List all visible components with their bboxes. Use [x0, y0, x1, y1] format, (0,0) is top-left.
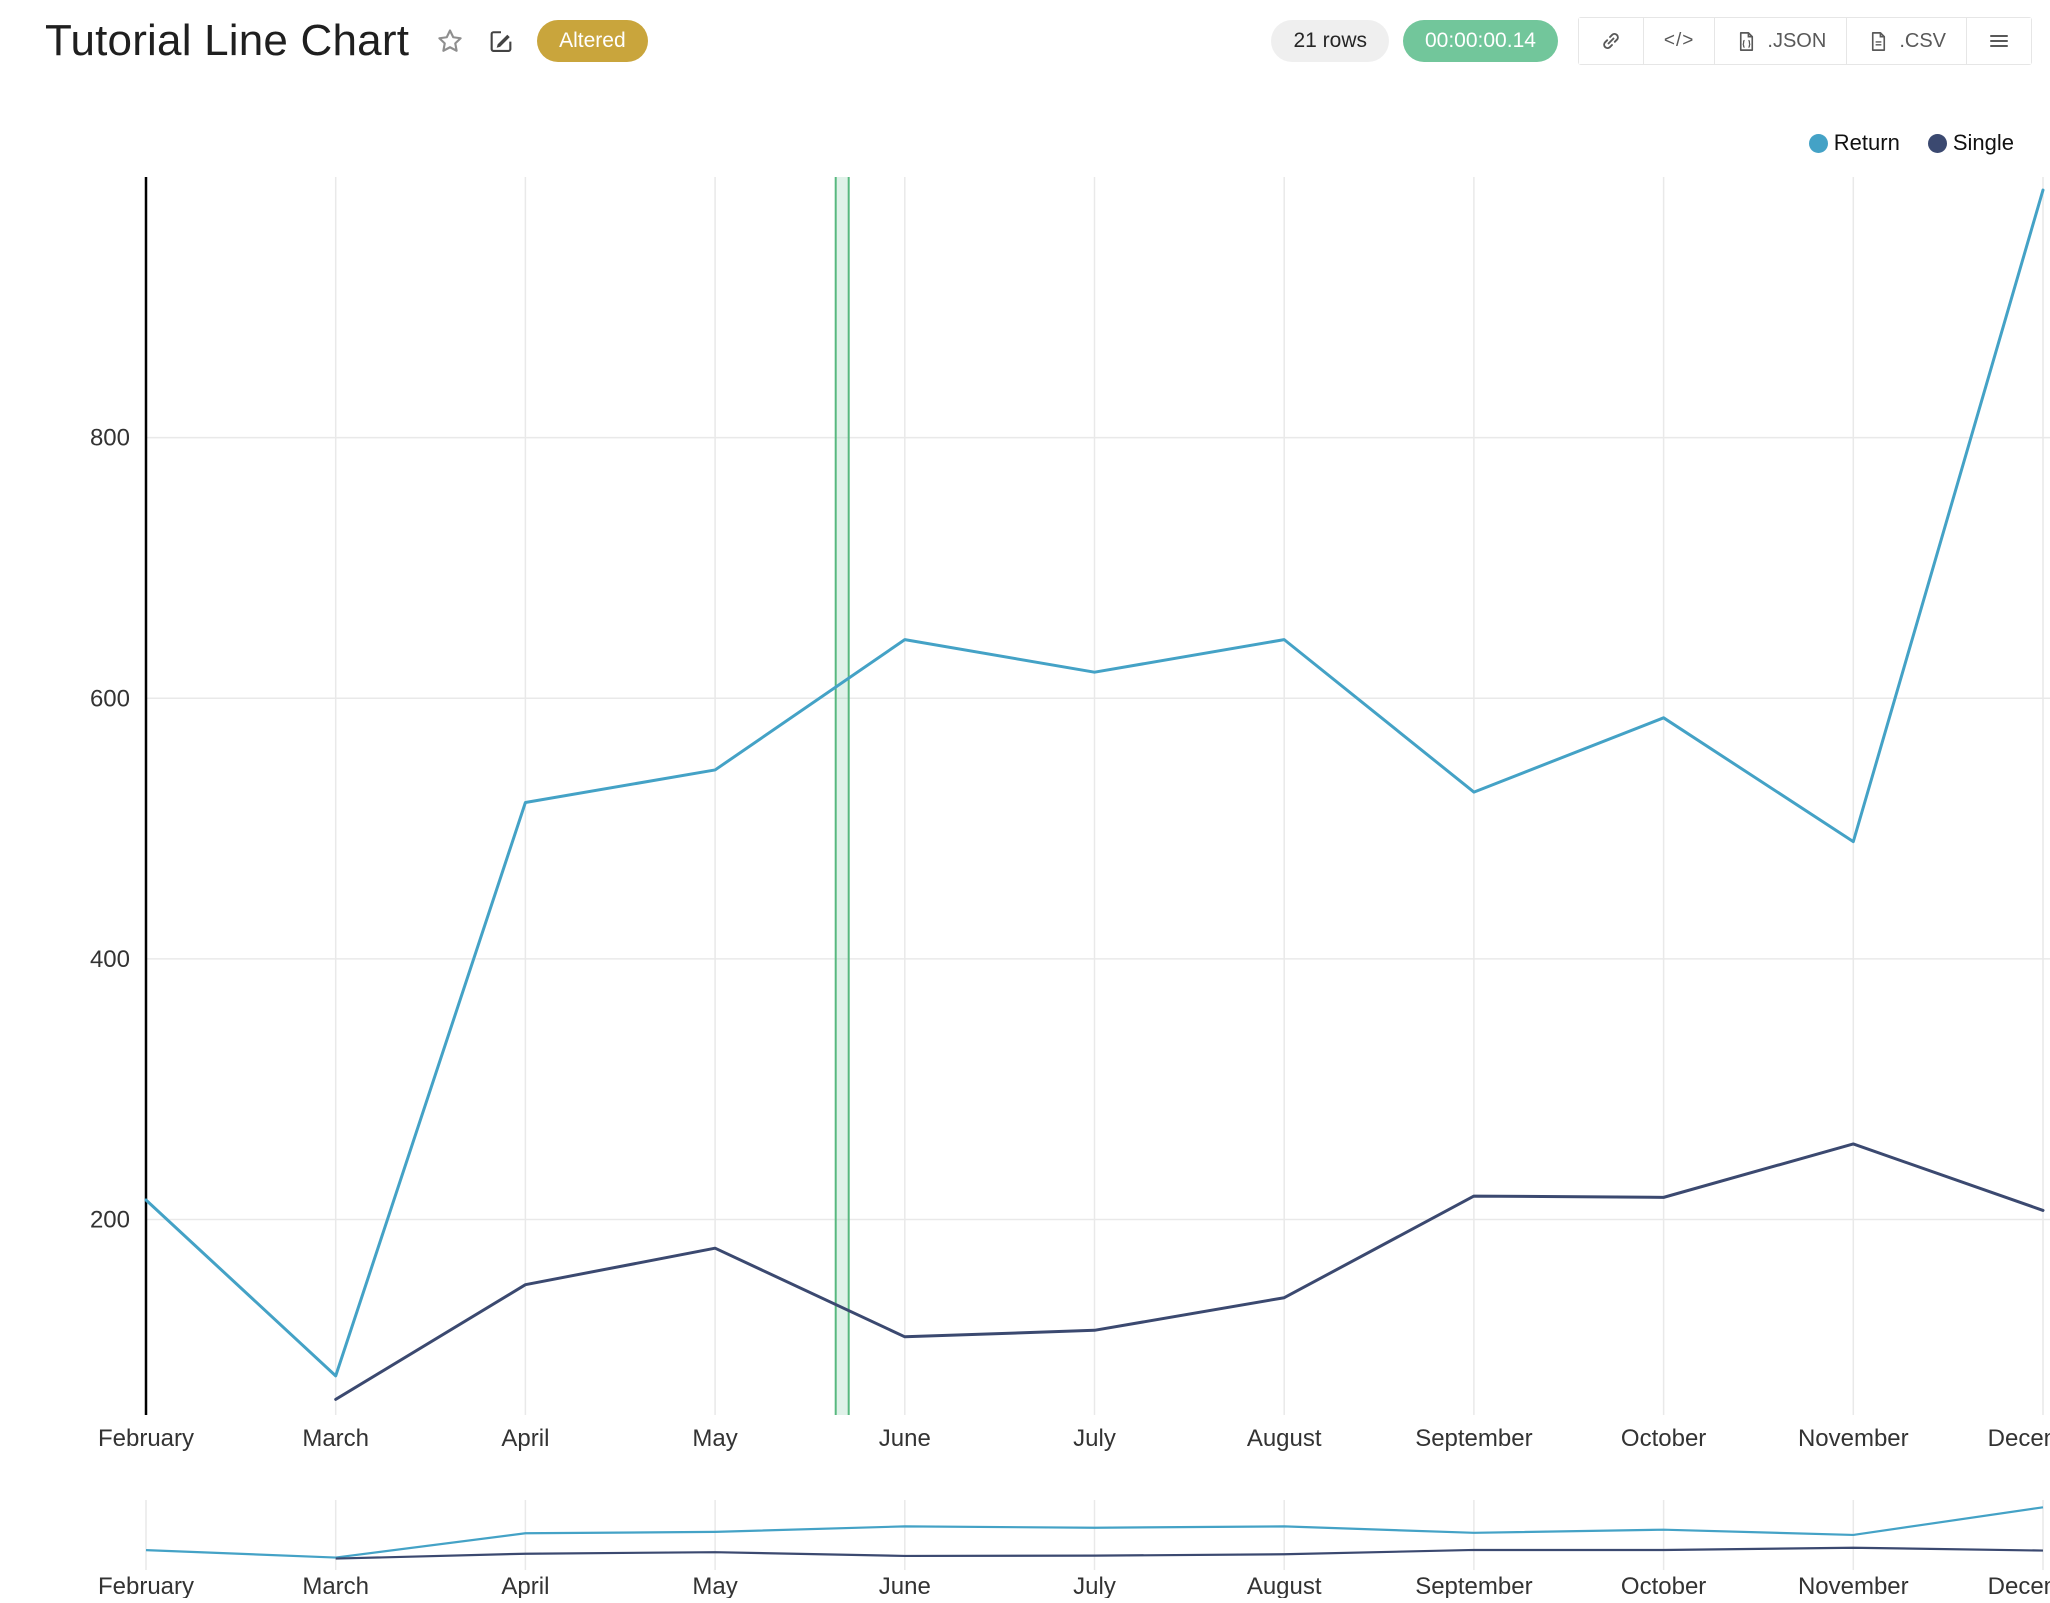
legend-item-return[interactable]: Return — [1808, 130, 1900, 156]
svg-text:600: 600 — [90, 685, 130, 712]
svg-text:800: 800 — [90, 425, 130, 452]
return-series-label: Return — [1833, 130, 1900, 155]
single-series-dot — [1927, 133, 1947, 153]
runtime-badge: 00:00:00.14 — [1402, 20, 1558, 62]
svg-text:August: August — [1247, 1425, 1322, 1452]
svg-text:April: April — [501, 1425, 549, 1452]
svg-text:June: June — [879, 1425, 931, 1452]
svg-text:March: March — [302, 1425, 369, 1452]
svg-text:December: December — [1988, 1425, 2050, 1452]
svg-text:June: June — [879, 1573, 931, 1598]
svg-text:200: 200 — [90, 1207, 130, 1234]
download-json-button[interactable]: .JSON — [1714, 18, 1847, 64]
download-csv-button[interactable]: .CSV — [1846, 18, 1966, 64]
csv-file-icon — [1872, 31, 1886, 51]
main-chart[interactable]: 200 400 600 800 February March April May June Jul… — [0, 170, 2050, 1460]
svg-text:July: July — [1073, 1573, 1116, 1598]
json-button-label: .JSON — [1767, 29, 1827, 52]
svg-text:November: November — [1798, 1573, 1909, 1598]
legend-item-single[interactable]: Single — [1927, 130, 2014, 156]
svg-text:400: 400 — [90, 946, 130, 973]
csv-button-label: .CSV — [1899, 29, 1946, 52]
svg-text:September: September — [1415, 1573, 1532, 1598]
svg-text:October: October — [1621, 1425, 1706, 1452]
mini-chart[interactable]: February March April May June July August Septe… — [0, 1498, 2050, 1600]
svg-text:August: August — [1247, 1573, 1322, 1598]
single-series-label: Single — [1952, 130, 2014, 155]
altered-badge: Altered — [537, 20, 648, 62]
menu-button[interactable] — [1966, 18, 2031, 64]
hamburger-menu-icon — [1990, 35, 2008, 47]
row-count-badge: 21 rows — [1271, 20, 1389, 62]
embed-code-button[interactable]: </> — [1642, 18, 1715, 64]
range-selector-area: February March April May June July August Septe… — [0, 1498, 2050, 1603]
main-chart-area: 200 400 600 800 February March April May June Jul… — [0, 170, 2050, 1465]
svg-text:September: September — [1415, 1425, 1532, 1452]
share-link-button[interactable] — [1578, 18, 1643, 64]
svg-text:April: April — [501, 1573, 549, 1598]
edit-pencil-icon — [490, 31, 512, 52]
header-right-group: 21 rows 00:00:00.14 </> .JSON — [1271, 17, 2032, 65]
page-title: Tutorial Line Chart — [45, 16, 410, 65]
link-icon — [1603, 33, 1619, 49]
svg-text:July: July — [1073, 1425, 1116, 1452]
json-file-icon — [1740, 31, 1754, 51]
export-toolbar: </> .JSON .CSV — [1577, 17, 2032, 65]
svg-text:December: December — [1988, 1573, 2050, 1598]
chart-legend: Return Single — [1808, 130, 2014, 156]
header: Tutorial Line Chart Altered 21 rows 00:0… — [45, 16, 2032, 66]
svg-text:May: May — [692, 1573, 737, 1598]
return-series-dot — [1808, 133, 1828, 153]
svg-text:October: October — [1621, 1573, 1706, 1598]
svg-text:November: November — [1798, 1425, 1909, 1452]
edit-name-button[interactable] — [487, 27, 515, 55]
svg-text:March: March — [302, 1573, 369, 1598]
favorite-star-icon[interactable] — [435, 26, 465, 56]
code-icon: </> — [1663, 30, 1695, 51]
svg-text:February: February — [98, 1425, 194, 1452]
svg-text:February: February — [98, 1573, 194, 1598]
svg-text:May: May — [692, 1425, 737, 1452]
star-icon — [438, 29, 462, 52]
